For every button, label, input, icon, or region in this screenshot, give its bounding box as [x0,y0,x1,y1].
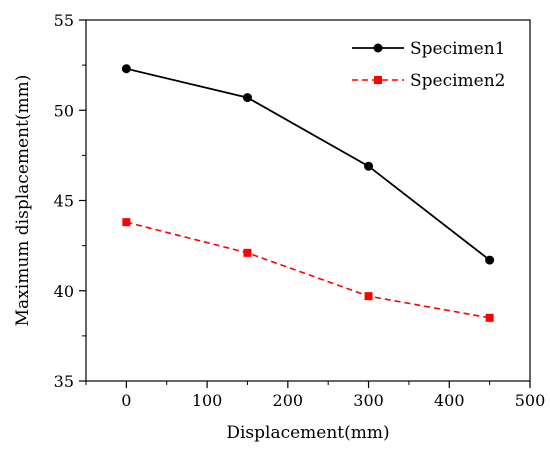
data-point-specimen2 [485,313,494,322]
data-point-specimen1 [364,161,374,171]
x-tick-label: 300 [353,391,384,410]
y-tick-label: 40 [54,282,74,301]
legend-marker-specimen1 [373,43,383,53]
x-tick-label: 500 [515,391,546,410]
data-point-specimen2 [364,292,373,301]
data-point-specimen2 [122,218,131,227]
data-point-specimen1 [242,93,252,103]
x-tick-label: 100 [192,391,223,410]
legend-label-specimen2: Specimen2 [410,71,506,91]
y-tick-label: 35 [54,372,74,391]
data-point-specimen1 [121,64,131,74]
ticks-layer: 0 100 200 300 400 500 35 40 45 50 55 [54,11,546,410]
legend: Specimen1 Specimen2 [352,39,506,91]
y-tick-label: 50 [54,101,74,120]
y-tick-label: 55 [54,11,74,30]
data-point-specimen1 [485,255,495,265]
x-tick-label: 0 [121,391,131,410]
series-layer [121,64,495,322]
x-axis-label: Displacement(mm) [226,423,389,443]
legend-marker-specimen2 [374,76,382,84]
legend-label-specimen1: Specimen1 [410,39,506,59]
y-axis-label: Maximum displacement(mm) [13,75,33,327]
data-point-specimen2 [243,248,252,257]
series-line-specimen2 [126,221,490,319]
x-tick-label: 400 [434,391,465,410]
x-tick-label: 200 [273,391,304,410]
y-tick-label: 45 [54,192,74,211]
series-line-specimen1 [126,67,491,261]
